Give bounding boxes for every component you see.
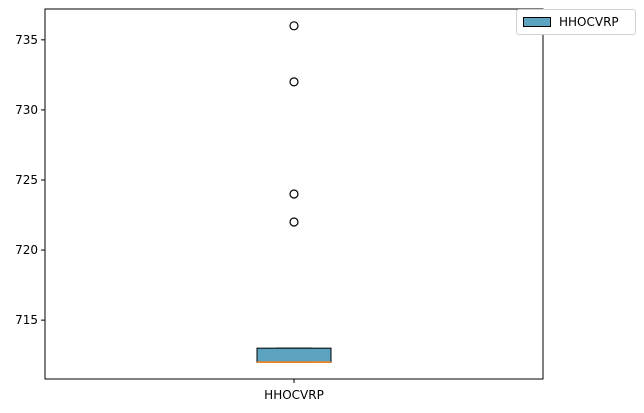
outlier-point-722 — [289, 217, 299, 227]
y-tick-label-715: 715 — [15, 313, 38, 327]
plot-area-frame — [44, 8, 544, 380]
x-axis: HHOCVRP — [264, 379, 324, 402]
outlier-point-724 — [289, 189, 299, 199]
legend: HHOCVRP — [516, 9, 636, 35]
box-group-0 — [256, 21, 332, 363]
box-plot-marks — [256, 21, 332, 363]
outlier-point-736 — [289, 21, 299, 31]
box-iqr — [256, 347, 332, 363]
y-tick-label-720: 720 — [15, 243, 38, 257]
y-tick-label-735: 735 — [15, 33, 38, 47]
legend-swatch-hhocvrp — [523, 17, 551, 27]
y-tick-label-725: 725 — [15, 173, 38, 187]
y-axis: 715 720 725 730 735 — [15, 33, 45, 327]
x-tick-label-0: HHOCVRP — [264, 388, 324, 402]
legend-label-hhocvrp: HHOCVRP — [559, 15, 619, 29]
outlier-point-732 — [289, 77, 299, 87]
y-tick-label-730: 730 — [15, 103, 38, 117]
